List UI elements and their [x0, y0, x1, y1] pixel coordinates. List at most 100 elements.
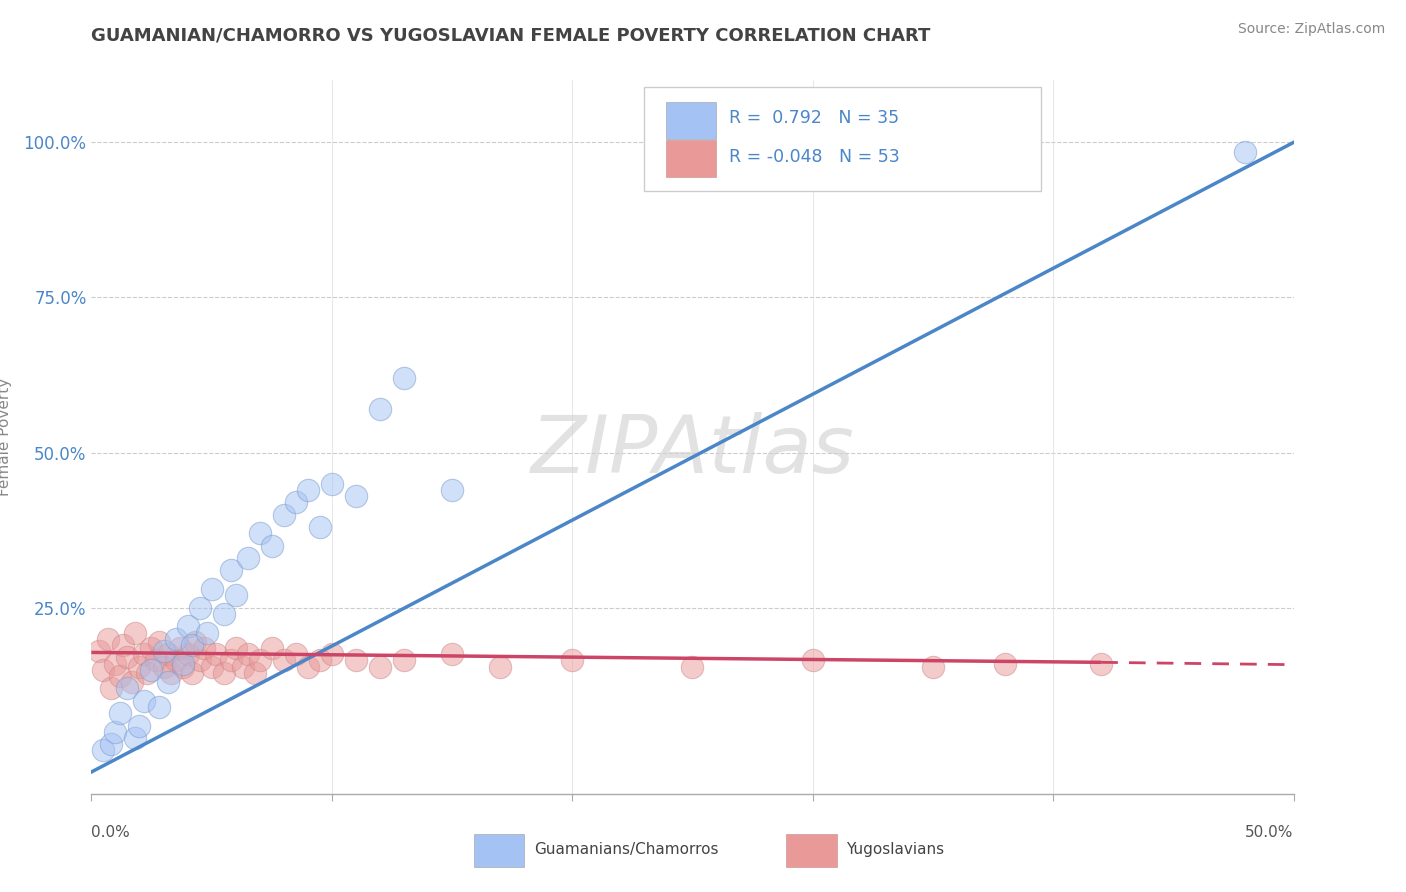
Point — [165, 653, 187, 667]
Point — [440, 483, 463, 497]
Point — [260, 641, 283, 656]
Point — [181, 665, 204, 680]
Point — [212, 607, 235, 621]
Point — [176, 647, 198, 661]
Point — [273, 508, 295, 522]
Point — [184, 635, 207, 649]
Point — [440, 647, 463, 661]
Text: Source: ZipAtlas.com: Source: ZipAtlas.com — [1237, 22, 1385, 37]
Point — [193, 641, 215, 656]
Point — [135, 665, 157, 680]
Point — [321, 647, 343, 661]
Point — [225, 588, 247, 602]
Point — [392, 653, 415, 667]
Point — [97, 632, 120, 646]
Point — [181, 638, 204, 652]
Point — [344, 489, 367, 503]
Point — [104, 724, 127, 739]
Point — [169, 641, 191, 656]
Y-axis label: Female Poverty: Female Poverty — [0, 378, 13, 496]
Point — [87, 644, 110, 658]
Point — [681, 659, 703, 673]
Point — [260, 539, 283, 553]
Point — [368, 659, 391, 673]
Point — [284, 647, 307, 661]
Point — [308, 653, 330, 667]
Text: 50.0%: 50.0% — [1246, 825, 1294, 840]
Point — [205, 647, 228, 661]
Point — [219, 564, 242, 578]
Point — [249, 653, 271, 667]
Point — [148, 700, 170, 714]
Text: R =  0.792   N = 35: R = 0.792 N = 35 — [728, 109, 898, 127]
Text: 0.0%: 0.0% — [91, 825, 131, 840]
FancyBboxPatch shape — [786, 834, 837, 867]
Point — [93, 663, 115, 677]
Point — [201, 582, 224, 596]
Point — [801, 653, 824, 667]
Text: ZIPAtlas: ZIPAtlas — [530, 412, 855, 491]
Point — [344, 653, 367, 667]
FancyBboxPatch shape — [666, 102, 717, 139]
Point — [117, 681, 139, 696]
Point — [201, 659, 224, 673]
Point — [188, 600, 211, 615]
Point — [172, 657, 194, 671]
Point — [489, 659, 512, 673]
Point — [172, 659, 194, 673]
Point — [232, 659, 254, 673]
Text: Guamanians/Chamorros: Guamanians/Chamorros — [534, 842, 718, 857]
Point — [561, 653, 583, 667]
Point — [117, 650, 139, 665]
Point — [1090, 657, 1112, 671]
Point — [297, 483, 319, 497]
FancyBboxPatch shape — [666, 139, 717, 177]
Point — [121, 675, 143, 690]
Text: GUAMANIAN/CHAMORRO VS YUGOSLAVIAN FEMALE POVERTY CORRELATION CHART: GUAMANIAN/CHAMORRO VS YUGOSLAVIAN FEMALE… — [91, 27, 931, 45]
Point — [243, 665, 266, 680]
Point — [922, 659, 945, 673]
Point — [104, 657, 127, 671]
Point — [134, 647, 156, 661]
Point — [219, 653, 242, 667]
Point — [284, 495, 307, 509]
Point — [128, 659, 150, 673]
Point — [994, 657, 1017, 671]
Point — [128, 718, 150, 732]
Point — [141, 641, 163, 656]
Point — [100, 681, 122, 696]
Point — [236, 647, 259, 661]
Point — [273, 653, 295, 667]
FancyBboxPatch shape — [474, 834, 524, 867]
Point — [392, 371, 415, 385]
Point — [225, 641, 247, 656]
Point — [157, 647, 180, 661]
Point — [93, 743, 115, 757]
Point — [297, 659, 319, 673]
Point — [188, 653, 211, 667]
Point — [100, 737, 122, 751]
Point — [148, 635, 170, 649]
Point — [152, 659, 174, 673]
Point — [236, 551, 259, 566]
Point — [134, 694, 156, 708]
Point — [212, 665, 235, 680]
FancyBboxPatch shape — [644, 87, 1040, 191]
Text: R = -0.048   N = 53: R = -0.048 N = 53 — [728, 148, 900, 166]
Text: Yugoslavians: Yugoslavians — [846, 842, 945, 857]
Point — [165, 632, 187, 646]
Point — [124, 625, 146, 640]
Point — [152, 644, 174, 658]
Point — [368, 402, 391, 417]
Point — [110, 706, 132, 721]
Point — [145, 653, 167, 667]
Point — [110, 669, 132, 683]
Point — [321, 476, 343, 491]
Point — [176, 619, 198, 633]
Point — [1234, 145, 1257, 159]
Point — [159, 665, 181, 680]
Point — [111, 638, 134, 652]
Point — [195, 625, 218, 640]
Point — [249, 526, 271, 541]
Point — [157, 675, 180, 690]
